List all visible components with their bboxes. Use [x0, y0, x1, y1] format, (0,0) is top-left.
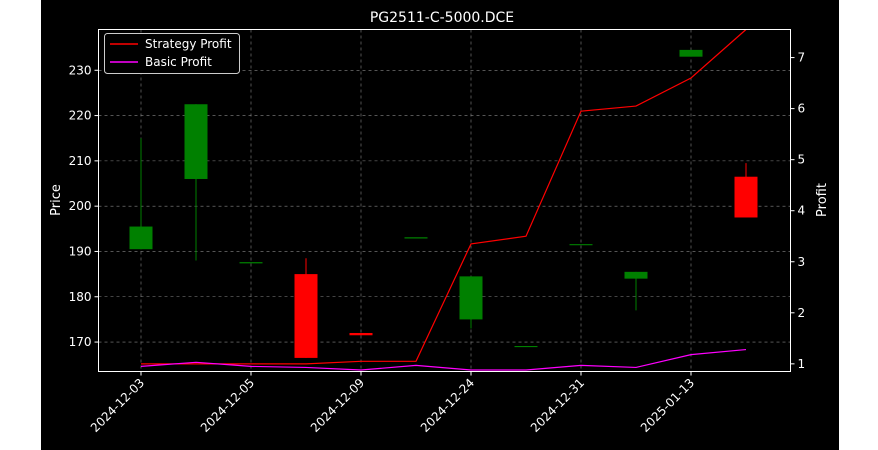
plot-frame	[98, 29, 791, 372]
left-tick-label: 190	[69, 244, 92, 258]
candle-body	[129, 226, 153, 250]
left-tick-label: 230	[69, 63, 92, 77]
legend-box	[104, 33, 240, 74]
grid-lines	[98, 29, 791, 372]
left-tick-label: 200	[69, 199, 92, 213]
left-tick-label: 220	[69, 109, 92, 123]
left-axis-label: Price	[49, 184, 64, 216]
candle-body	[459, 276, 483, 320]
candle-body	[349, 332, 373, 336]
left-axis-ticks: 170 180 190 200 210 220 230	[69, 63, 99, 349]
left-tick-label: 170	[69, 335, 92, 349]
legend-basic-label: Basic Profit	[145, 55, 212, 69]
right-axis-label: Profit	[815, 183, 830, 217]
candle-body	[624, 271, 648, 279]
candle-body	[184, 104, 208, 179]
right-tick-label: 4	[798, 204, 806, 218]
candle-body	[734, 176, 758, 218]
basic-profit-line	[140, 348, 747, 371]
figure-background	[41, 0, 839, 450]
candle-body	[294, 274, 318, 358]
profit-lines	[140, 29, 747, 371]
candlesticks	[129, 49, 758, 358]
legend-strategy-label: Strategy Profit	[145, 37, 232, 51]
right-tick-label: 1	[798, 357, 806, 371]
right-tick-label: 2	[798, 306, 806, 320]
right-axis-ticks: 1 2 3 4 5 6 7	[790, 51, 806, 371]
left-tick-label: 210	[69, 154, 92, 168]
right-tick-label: 5	[798, 153, 806, 167]
legend: Strategy Profit Basic Profit	[104, 33, 240, 74]
chart-title: PG2511-C-5000.DCE	[370, 10, 514, 26]
strategy-profit-line	[141, 29, 747, 365]
right-tick-label: 3	[798, 255, 806, 269]
right-tick-label: 6	[798, 102, 806, 116]
left-tick-label: 180	[69, 290, 92, 304]
candle-body	[679, 49, 703, 57]
right-tick-label: 7	[798, 51, 806, 65]
